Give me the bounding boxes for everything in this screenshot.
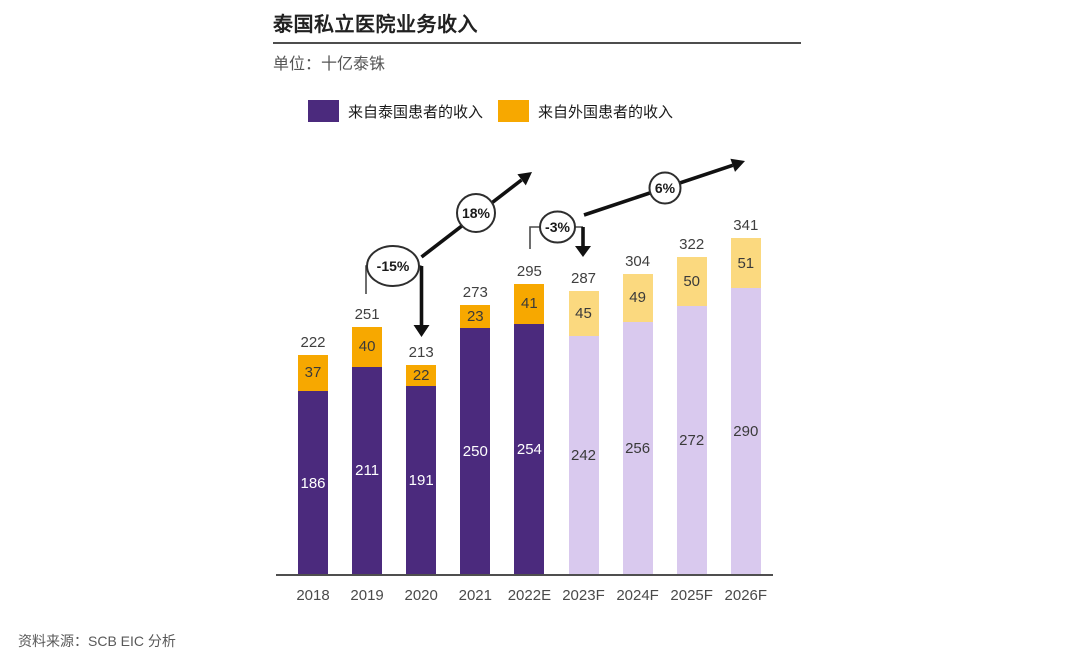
source-note: 资料来源：SCB EIC 分析 <box>18 633 176 649</box>
unit-label: 单位：十亿泰铢 <box>273 56 386 73</box>
bar-segment-thai-2023F: 242 <box>568 335 599 575</box>
bar-segment-foreign-2022E: 41 <box>514 283 545 325</box>
x-axis-label-2026F: 2026F <box>724 587 768 604</box>
bar-2019: 40 211 <box>352 327 383 575</box>
x-axis-label-2020: 2020 <box>404 587 438 604</box>
bar-segment-foreign-2019: 40 <box>352 327 383 367</box>
bar-total-label-2020: 213 <box>408 343 434 361</box>
bar-2025F: 50 272 <box>676 256 707 575</box>
x-axis-label-2022E: 2022E <box>507 587 552 604</box>
bar-segment-foreign-2021: 23 <box>460 305 491 328</box>
legend-item-thai: 来自泰国患者的收入 <box>308 100 483 122</box>
x-axis-label-2021: 2021 <box>458 587 492 604</box>
x-axis-line <box>276 574 773 576</box>
bar-total-label-2023F: 287 <box>570 270 597 288</box>
bar-segment-foreign-2026F: 51 <box>730 238 761 289</box>
bar-segment-thai-2019: 211 <box>352 366 383 575</box>
bar-total-label-2019: 251 <box>354 306 380 323</box>
x-axis-label-2019: 2019 <box>350 587 384 604</box>
x-axis-label-2025F: 2025F <box>670 587 713 604</box>
bar-total-label-2025F: 322 <box>679 235 705 253</box>
x-axis-label-2024F: 2024F <box>616 587 659 604</box>
bar-2021: 23 250 <box>460 305 491 575</box>
bar-total-label-2018: 222 <box>300 333 326 351</box>
bar-segment-foreign-2025F: 50 <box>676 256 707 307</box>
bar-segment-thai-2020: 191 <box>406 386 437 575</box>
legend-item-foreign: 来自外国患者的收入 <box>498 100 673 122</box>
bar-2023F: 45 242 <box>568 291 599 575</box>
bar-total-label-2022E: 295 <box>516 262 542 280</box>
bar-segment-thai-2022E: 254 <box>514 324 545 575</box>
bar-total-label-2024F: 304 <box>625 252 651 270</box>
legend-swatch-thai-icon <box>308 100 339 122</box>
title-underline <box>273 42 801 44</box>
legend-label-foreign: 来自外国患者的收入 <box>538 103 674 121</box>
legend-swatch-foreign-icon <box>498 100 529 122</box>
bar-segment-thai-2018: 186 <box>298 391 328 575</box>
x-axis-label-2018: 2018 <box>296 587 330 604</box>
chart-title: 泰国私立医院业务收入 <box>273 14 478 36</box>
legend-label-thai: 来自泰国患者的收入 <box>348 103 484 121</box>
bar-total-label-2026F: 341 <box>733 217 759 235</box>
bar-2026F: 51 290 <box>730 238 761 575</box>
bar-segment-foreign-2020: 22 <box>406 364 437 387</box>
bar-segment-thai-2024F: 256 <box>622 322 653 575</box>
bar-2022E: 41 254 <box>514 283 545 575</box>
x-axis-label-2023F: 2023F <box>562 587 605 604</box>
bar-segment-foreign-2018: 37 <box>298 354 328 392</box>
bar-segment-foreign-2023F: 45 <box>568 291 599 336</box>
bar-2020: 22 191 <box>406 364 437 575</box>
bar-segment-thai-2025F: 272 <box>676 306 707 575</box>
bar-segment-foreign-2024F: 49 <box>622 273 653 323</box>
bar-segment-thai-2021: 250 <box>460 327 491 575</box>
bar-total-label-2021: 273 <box>462 284 488 302</box>
bar-2024F: 49 256 <box>622 273 653 575</box>
bar-segment-thai-2026F: 290 <box>730 288 761 575</box>
bar-2018: 37 186 <box>298 354 328 575</box>
